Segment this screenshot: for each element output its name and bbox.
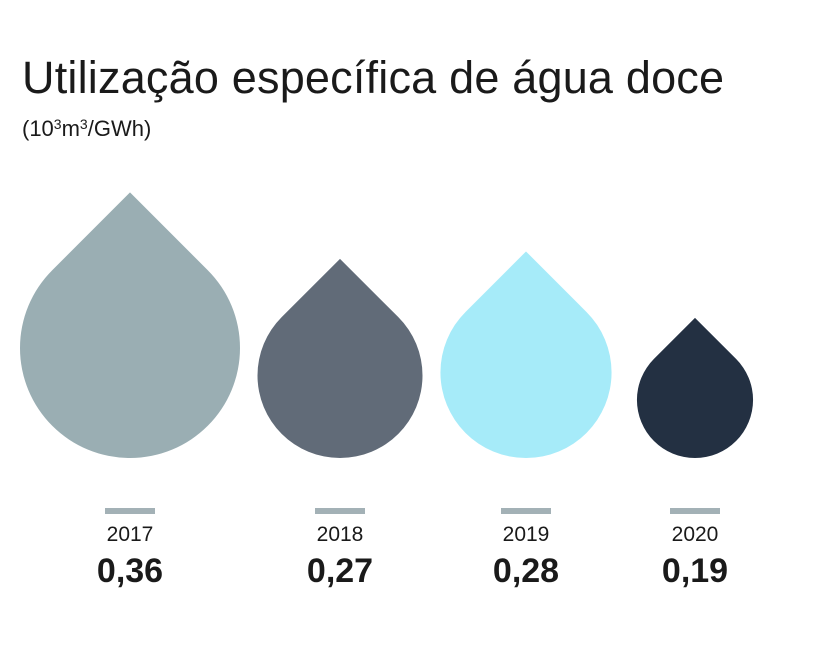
year-marker-2019 [501, 508, 551, 514]
year-label-2017: 2017 [107, 523, 154, 546]
subtitle-superscript-2: 3 [79, 116, 88, 132]
year-label-2020: 2020 [672, 523, 719, 546]
drop-2017 [19, 192, 240, 458]
chart-subtitle: (103m3/GWh) [22, 116, 151, 142]
year-label-2018: 2018 [317, 523, 364, 546]
value-label-2019: 0,28 [493, 552, 559, 590]
year-marker-2020 [670, 508, 720, 514]
value-label-2020: 0,19 [662, 552, 728, 590]
subtitle-prefix: (10 [22, 116, 54, 141]
subtitle-unit-m: m [61, 116, 80, 141]
drop-2020 [636, 317, 754, 459]
year-marker-2017 [105, 508, 155, 514]
drop-2019 [440, 251, 612, 459]
drop-2018 [257, 258, 423, 458]
subtitle-superscript-1: 3 [53, 116, 62, 132]
chart-title: Utilização específica de água doce [22, 52, 725, 103]
year-marker-2018 [315, 508, 365, 514]
value-label-2018: 0,27 [307, 552, 373, 590]
value-label-2017: 0,36 [97, 552, 163, 590]
year-label-2019: 2019 [503, 523, 550, 546]
subtitle-suffix: /GWh) [87, 116, 152, 141]
